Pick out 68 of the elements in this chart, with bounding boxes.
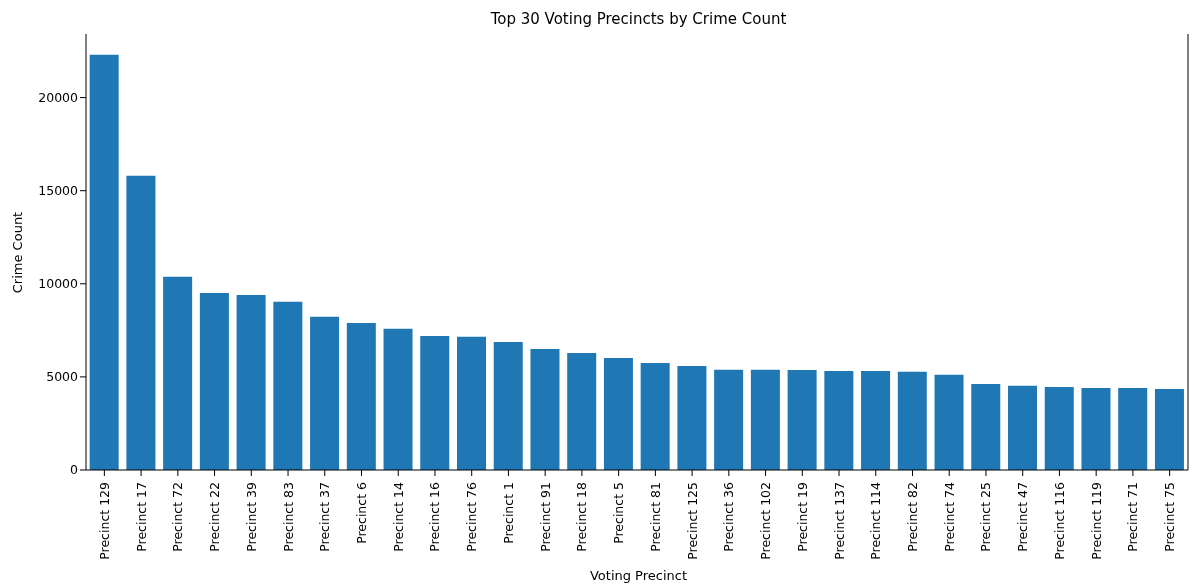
bar	[603, 357, 633, 470]
bar	[640, 362, 670, 470]
x-tick-label: Precinct 91	[537, 482, 553, 552]
x-tick-label: Precinct 36	[721, 481, 737, 552]
x-tick-label: Precinct 75	[1162, 482, 1178, 552]
x-tick-label: Precinct 19	[794, 481, 810, 552]
bar	[750, 369, 780, 470]
x-tick-label: Precinct 25	[978, 482, 994, 552]
x-tick-label: Precinct 114	[868, 481, 884, 560]
x-axis-title: Voting Precinct	[588, 568, 689, 583]
x-tick-label: Precinct 71	[1125, 482, 1141, 552]
x-tick-label: Precinct 102	[758, 482, 774, 560]
bar	[383, 328, 413, 470]
x-tick-label: Precinct 18	[574, 481, 590, 552]
bar	[567, 352, 597, 470]
x-tick-label: Precinct 22	[207, 482, 223, 552]
bar	[787, 370, 817, 470]
bar	[934, 374, 964, 470]
x-tick-label: Precinct 47	[1015, 482, 1031, 552]
x-tick-label: Precinct 74	[941, 481, 957, 552]
y-tick-label: 20000	[38, 90, 79, 106]
x-tick-label: Precinct 116	[1051, 481, 1067, 560]
bar	[126, 175, 156, 470]
bar	[89, 54, 119, 470]
bar	[530, 348, 560, 470]
bar	[236, 294, 266, 470]
x-tick-label: Precinct 125	[684, 482, 700, 560]
x-tick-label: Precinct 1	[500, 482, 516, 544]
bar	[971, 383, 1001, 470]
x-tick-label: Precinct 76	[464, 481, 480, 552]
x-tick-label: Precinct 16	[427, 481, 443, 552]
x-tick-label: Precinct 137	[831, 482, 847, 560]
bar	[199, 293, 229, 470]
bar	[897, 371, 927, 470]
bar	[1081, 387, 1111, 470]
bar	[861, 370, 891, 470]
bar	[1044, 386, 1074, 470]
bar	[824, 370, 854, 470]
y-tick-label: 15000	[38, 183, 79, 199]
x-tick-label: Precinct 37	[317, 482, 333, 552]
bar	[273, 301, 303, 470]
x-tick-label: Precinct 17	[133, 482, 149, 552]
bar	[714, 369, 744, 470]
bar	[493, 341, 523, 470]
x-tick-label: Precinct 129	[96, 481, 112, 560]
bar	[310, 316, 340, 470]
x-tick-label: Precinct 119	[1088, 481, 1104, 560]
x-tick-label: Precinct 5	[611, 482, 627, 544]
bar	[1154, 389, 1184, 470]
bar	[677, 365, 707, 470]
y-tick-label: 5000	[46, 369, 79, 385]
bar	[1118, 387, 1148, 470]
bar	[457, 336, 487, 470]
chart-title: Top 30 Voting Precincts by Crime Count	[489, 10, 788, 28]
y-axis-title: Crime Count	[10, 211, 26, 293]
bar	[346, 322, 376, 470]
x-tick-label: Precinct 72	[170, 482, 186, 552]
y-tick-label: 0	[70, 462, 79, 478]
y-tick-label: 10000	[38, 276, 79, 292]
x-tick-label: Precinct 14	[390, 481, 406, 552]
bar	[1008, 385, 1038, 470]
x-tick-label: Precinct 83	[280, 482, 296, 552]
x-tick-label: Precinct 6	[354, 481, 369, 544]
bar	[420, 335, 450, 470]
x-tick-label: Precinct 82	[905, 482, 920, 552]
x-tick-label: Precinct 39	[243, 481, 259, 552]
x-tick-label: Precinct 81	[647, 482, 663, 552]
bar	[163, 276, 193, 470]
